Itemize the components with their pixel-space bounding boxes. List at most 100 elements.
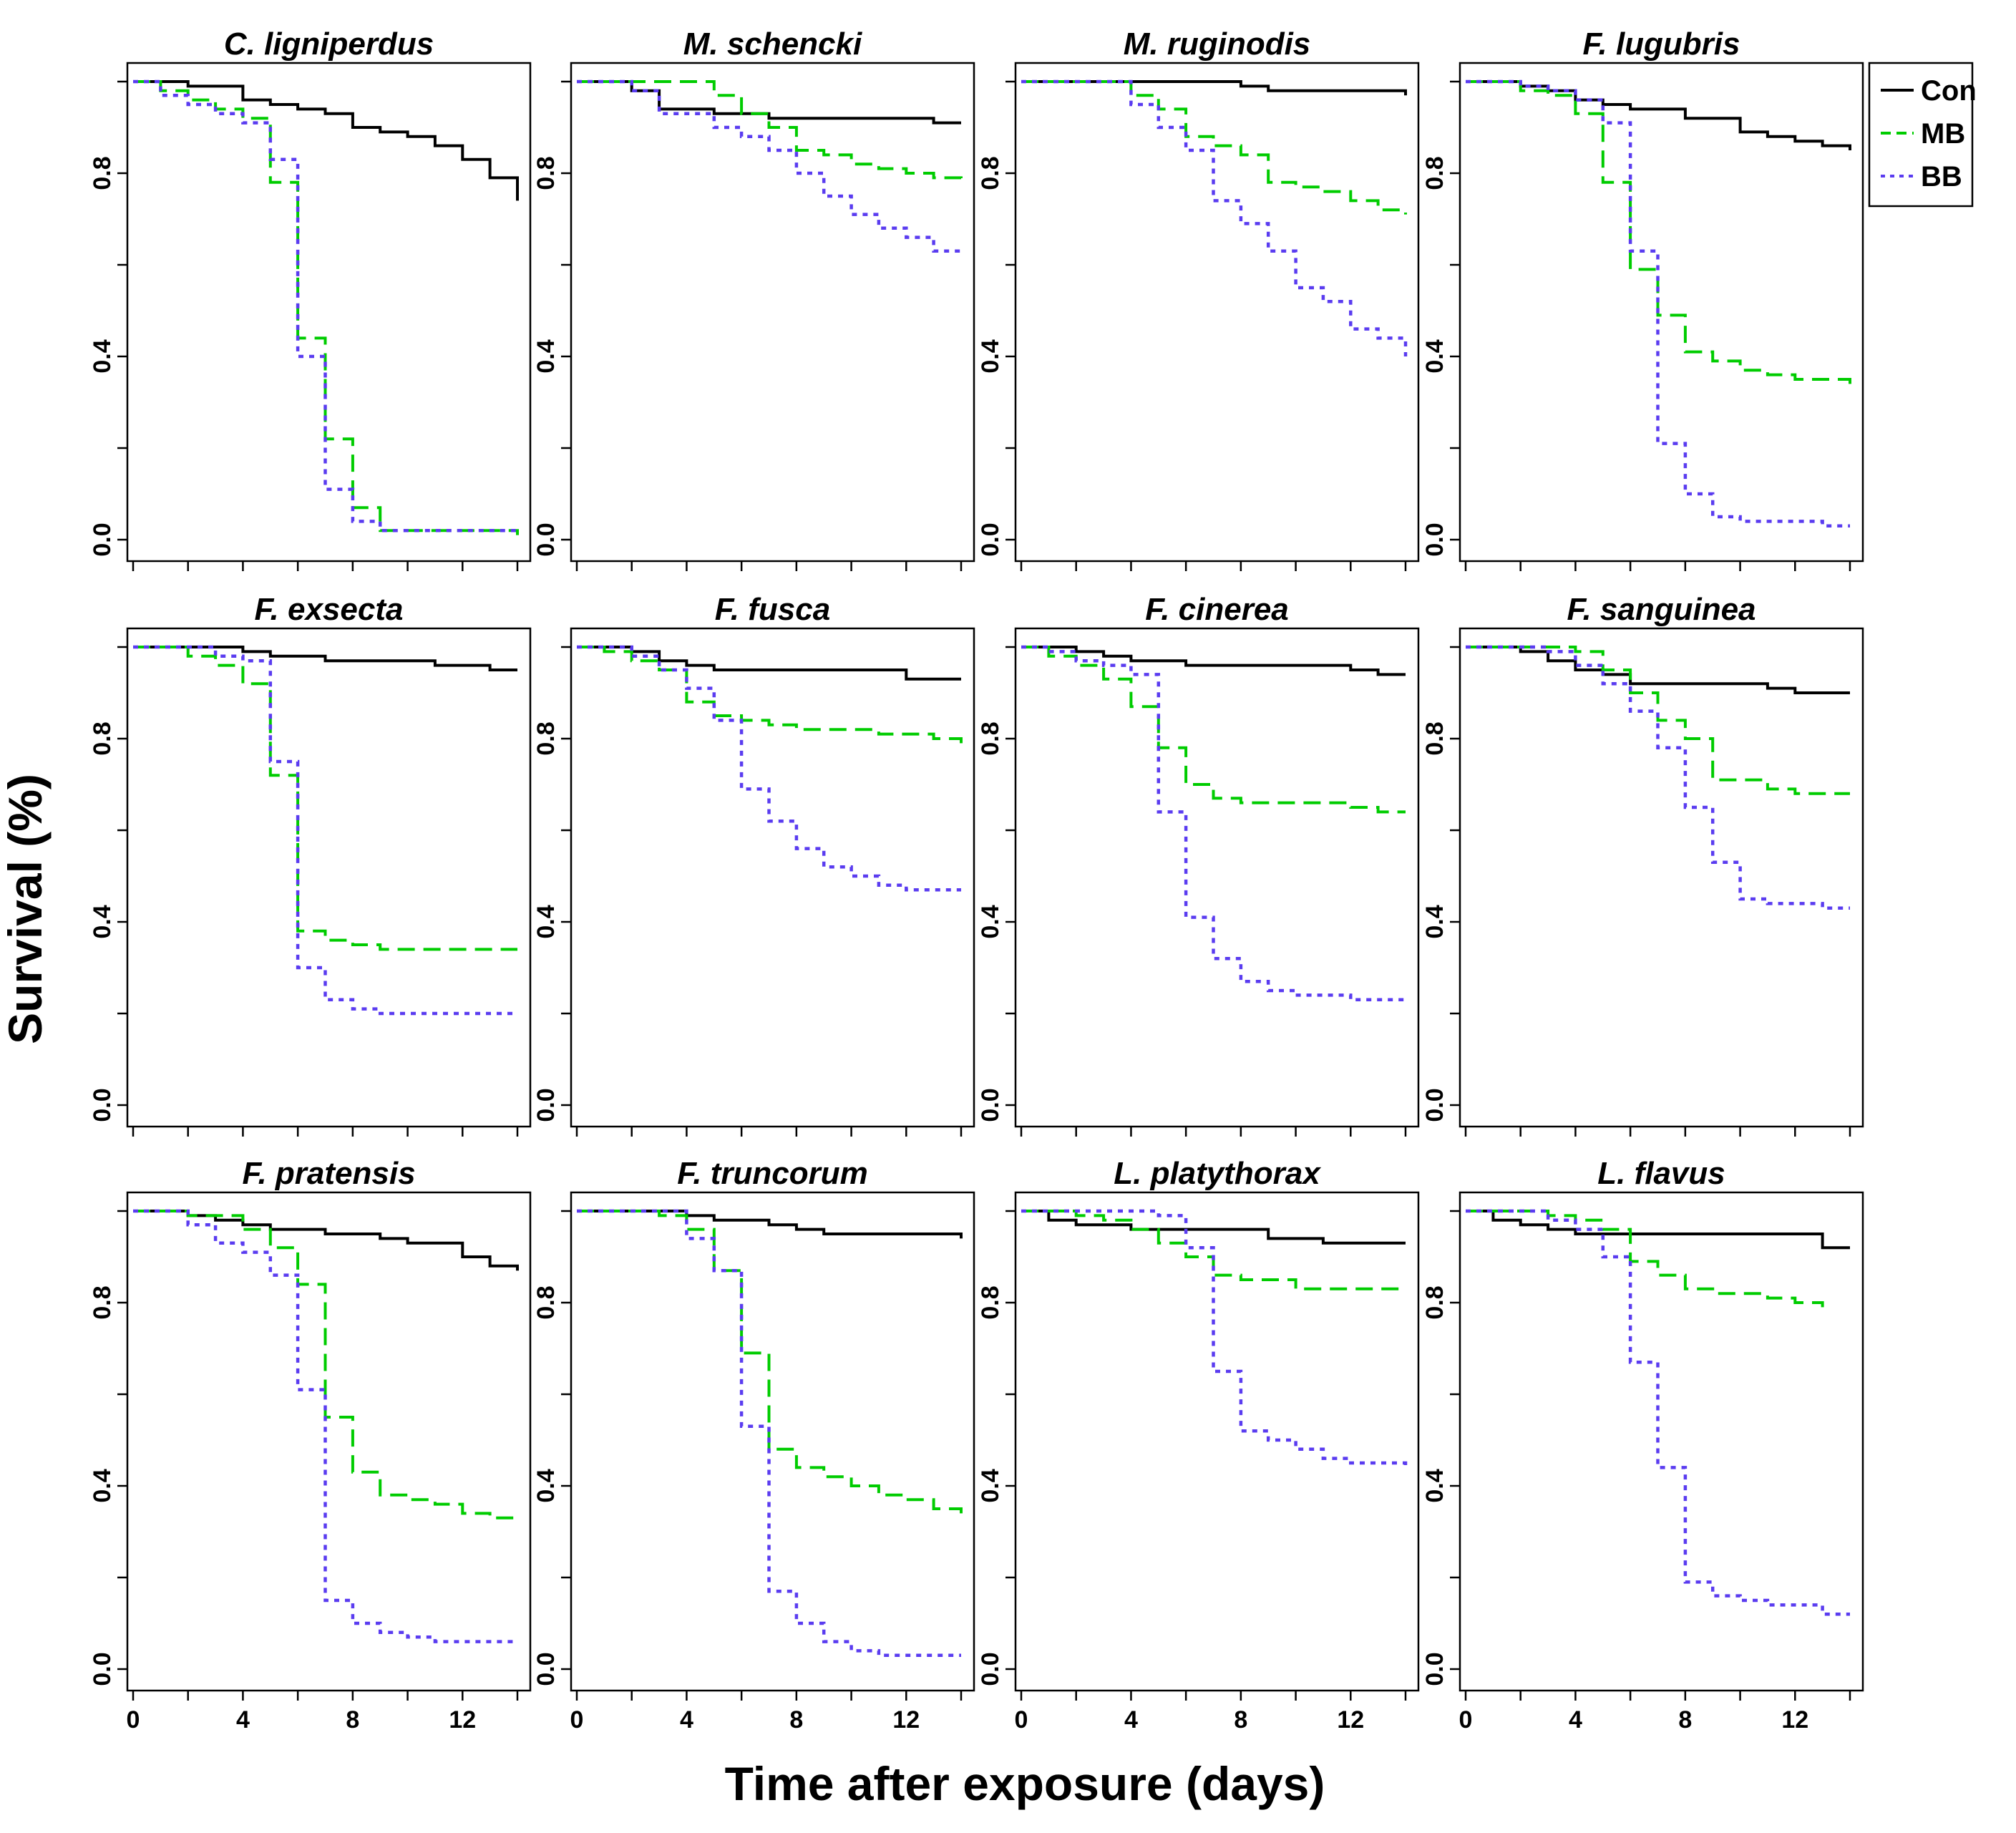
y-tick-label: 0.8 [1421, 1285, 1448, 1319]
series-line-con [1466, 1210, 1850, 1250]
legend: Con MB BB [1868, 62, 1977, 208]
y-axis-label: Survival (%) [0, 774, 52, 1044]
x-tick-label: 8 [789, 1706, 803, 1734]
panel-title: L. flavus [1597, 1156, 1725, 1191]
x-tick-label: 4 [680, 1706, 693, 1734]
series-line-con [133, 646, 517, 671]
series-line-bb [1466, 645, 1850, 910]
panel-c-ligniperdus: C. ligniperdus 0.0 0.4 0.8 [89, 26, 532, 571]
panel-l-platythorax: L. platythorax 0.0 0.4 0.8 0 4 8 12 [977, 1156, 1420, 1734]
panel-frame [1014, 627, 1420, 1128]
y-tick-label: 0.8 [532, 156, 560, 190]
y-tick-label: 0.4 [1421, 339, 1448, 373]
series-line-bb [1466, 79, 1850, 528]
x-tick-label: 4 [1569, 1706, 1582, 1734]
panel-f-exsecta: F. exsecta 0.0 0.4 0.8 [89, 592, 532, 1137]
y-tick-label: 0.8 [89, 1285, 116, 1319]
panel-f-truncorum: F. truncorum 0.0 0.4 0.8 0 4 8 12 [532, 1156, 975, 1734]
y-tick-label: 0.0 [977, 522, 1004, 556]
x-tick-label: 8 [346, 1706, 359, 1734]
panel-title: F. truncorum [677, 1156, 867, 1191]
panel-f-pratensis: F. pratensis 0.0 0.4 0.8 0 4 8 12 [89, 1156, 532, 1734]
x-tick-label: 8 [1234, 1706, 1247, 1734]
panel-frame [126, 62, 532, 563]
legend-label-mb: MB [1921, 118, 1965, 150]
series-line-mb [1021, 1210, 1406, 1290]
panel-title: F. lugubris [1583, 26, 1740, 62]
x-tick-label: 4 [236, 1706, 250, 1734]
x-tick-label: 0 [1459, 1706, 1473, 1734]
y-tick-label: 0.0 [89, 522, 116, 556]
y-tick-label: 0.0 [1421, 1652, 1448, 1686]
series-line-bb [133, 1209, 517, 1643]
panel-title: M. ruginodis [1124, 26, 1311, 62]
series-line-mb [577, 1210, 963, 1514]
panel-title: C. ligniperdus [224, 26, 434, 62]
x-tick-label: 8 [1678, 1706, 1692, 1734]
series-line-mb [577, 646, 963, 744]
series-line-mb [133, 646, 517, 951]
x-tick-label: 12 [1337, 1706, 1364, 1734]
y-tick-label: 0.0 [532, 1652, 560, 1686]
y-tick-label: 0.4 [977, 905, 1004, 938]
series-line-mb [1466, 646, 1850, 795]
series-line-bb [577, 645, 961, 892]
x-tick-label: 4 [1124, 1706, 1138, 1734]
panel-f-fusca: F. fusca 0.0 0.4 0.8 [532, 592, 975, 1137]
y-tick-label: 0.8 [977, 156, 1004, 190]
series-line-con [577, 1210, 963, 1239]
y-tick-label: 0.8 [532, 1285, 560, 1319]
series-line-bb [1021, 645, 1406, 1002]
series-line-bb [133, 79, 517, 533]
panels-group: C. ligniperdus 0.0 0.4 0.8 M. schencki 0.0 0.4… [89, 26, 1864, 1734]
series-line-bb [1021, 1209, 1408, 1468]
y-tick-label: 0.0 [532, 1088, 560, 1122]
series-line-bb [1466, 1209, 1850, 1616]
y-tick-label: 0.4 [89, 339, 116, 373]
panel-f-sanguinea: F. sanguinea 0.0 0.4 0.8 [1421, 592, 1864, 1137]
series-line-mb [577, 80, 963, 183]
y-tick-label: 0.8 [89, 156, 116, 190]
panel-frame [570, 627, 975, 1128]
y-tick-label: 0.0 [977, 1088, 1004, 1122]
y-tick-label: 0.8 [1421, 156, 1448, 190]
panel-title: F. pratensis [242, 1156, 415, 1191]
panel-m-ruginodis: M. ruginodis 0.0 0.4 0.8 [977, 26, 1420, 571]
panel-frame [1459, 627, 1864, 1128]
x-tick-label: 12 [449, 1706, 476, 1734]
series-line-con [1021, 80, 1407, 96]
series-line-con [133, 1210, 519, 1271]
y-tick-label: 0.8 [977, 721, 1004, 755]
panel-frame [570, 1191, 975, 1692]
y-tick-label: 0.0 [89, 1652, 116, 1686]
y-tick-label: 0.4 [89, 1469, 116, 1502]
panel-m-schencki: M. schencki 0.0 0.4 0.8 [532, 26, 975, 571]
series-line-bb [577, 79, 961, 253]
y-tick-label: 0.8 [89, 721, 116, 755]
legend-label-con: Con [1921, 75, 1977, 107]
y-tick-label: 0.0 [977, 1652, 1004, 1686]
series-line-con [1466, 646, 1850, 694]
series-line-bb [1021, 79, 1408, 356]
series-line-bb [133, 645, 517, 1016]
series-line-mb [1466, 80, 1851, 384]
x-tick-label: 12 [1781, 1706, 1808, 1734]
y-tick-label: 0.4 [1421, 1469, 1448, 1502]
y-tick-label: 0.0 [1421, 522, 1448, 556]
series-line-mb [133, 80, 519, 535]
x-axis-label: Time after exposure (days) [725, 1757, 1325, 1810]
panel-frame [1459, 1191, 1864, 1692]
panel-frame [1459, 62, 1864, 563]
panel-frame [126, 1191, 532, 1692]
y-tick-label: 0.4 [532, 905, 560, 938]
series-line-con [577, 646, 961, 681]
series-line-mb [1021, 646, 1406, 814]
panel-frame [1014, 1191, 1420, 1692]
panel-frame [126, 627, 532, 1128]
panel-f-cinerea: F. cinerea 0.0 0.4 0.8 [977, 592, 1420, 1137]
y-tick-label: 0.0 [532, 522, 560, 556]
panel-title: F. exsecta [255, 592, 404, 627]
panel-frame [1014, 62, 1420, 563]
series-line-con [577, 80, 961, 125]
